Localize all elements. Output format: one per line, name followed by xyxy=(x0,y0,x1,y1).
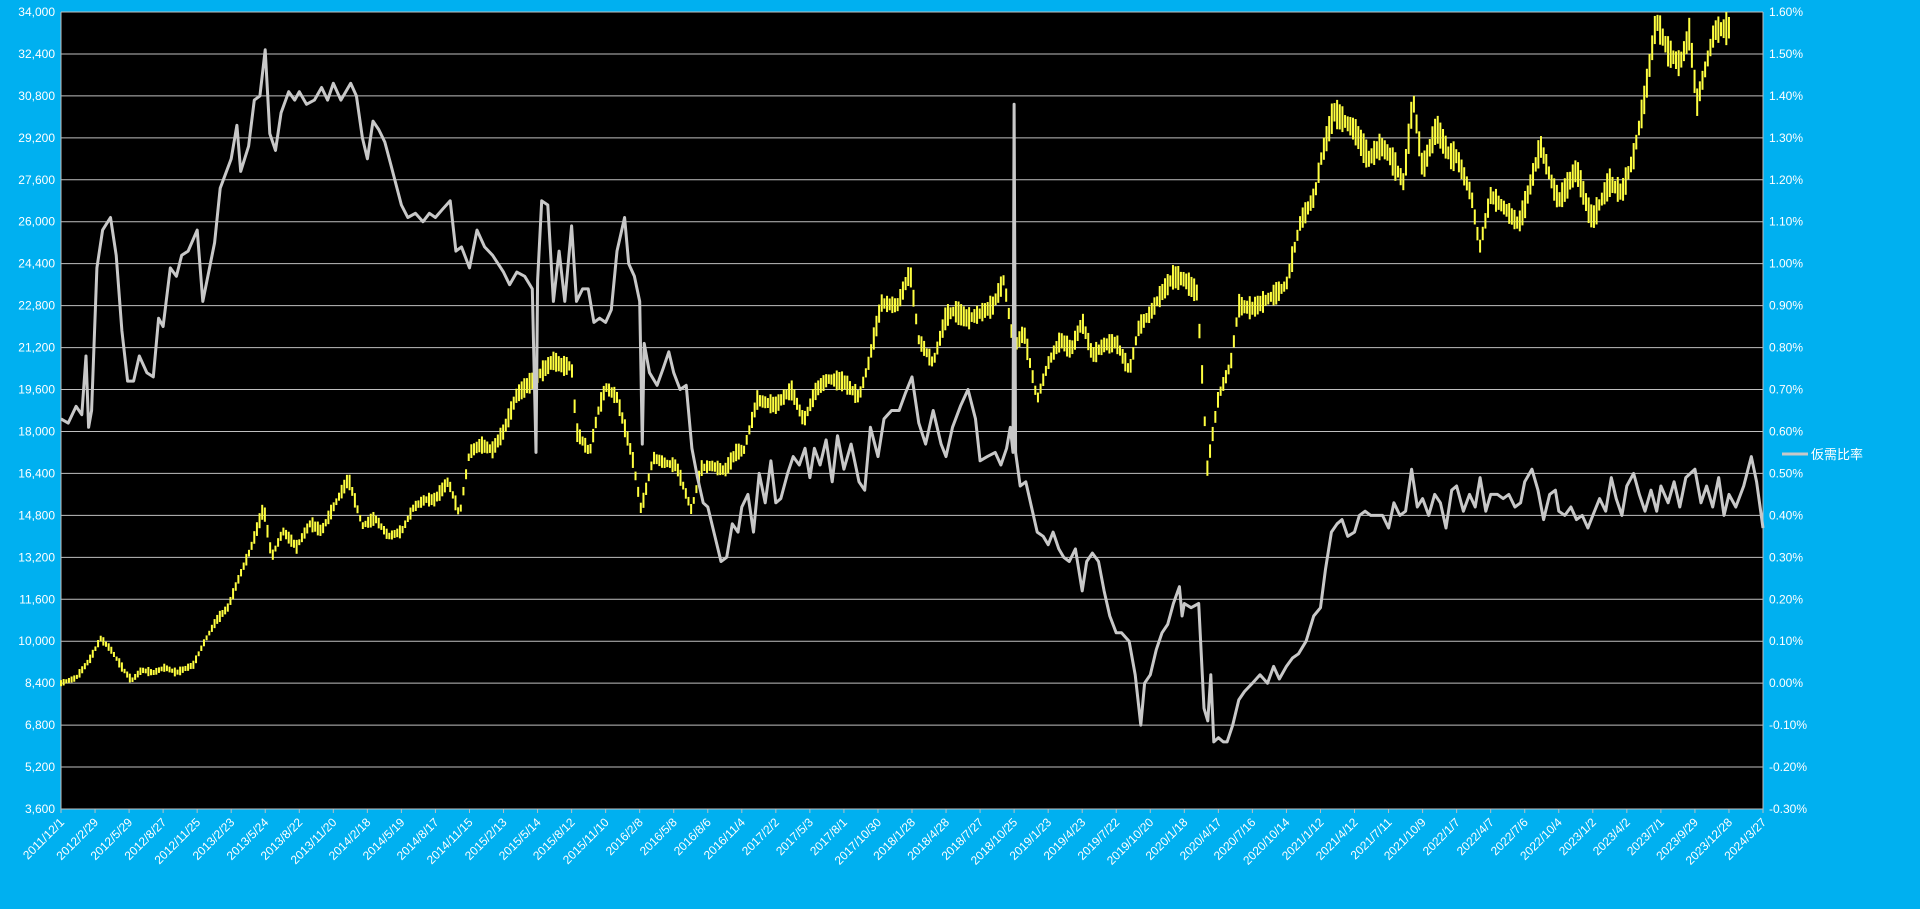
y-right-tick-label: 0.20% xyxy=(1769,592,1803,606)
grid-lines xyxy=(61,11,1763,810)
y-left-tick-label: 32,400 xyxy=(18,47,55,61)
y-left-tick-label: 5,200 xyxy=(25,760,55,774)
y-right-tick-label: 1.40% xyxy=(1769,89,1803,103)
y-right-tick-label: -0.20% xyxy=(1769,760,1807,774)
ratio-line-path xyxy=(60,48,1765,744)
y-left-tick-label: 24,400 xyxy=(18,257,55,271)
y-left-tick-label: 11,600 xyxy=(19,592,55,606)
y-left-tick-label: 30,800 xyxy=(18,89,55,103)
y-left-tick-label: 16,400 xyxy=(18,466,55,480)
y-left-tick-label: 29,200 xyxy=(18,131,55,145)
y-left-tick-label: 6,800 xyxy=(25,718,55,732)
y-right-tick-label: 0.30% xyxy=(1769,550,1803,564)
y-right-tick-label: 0.00% xyxy=(1769,676,1803,690)
y-right-tick-label: 0.10% xyxy=(1769,634,1803,648)
y-right-tick-label: -0.10% xyxy=(1769,718,1807,732)
y-left-tick-label: 10,000 xyxy=(18,634,55,648)
plot-area xyxy=(61,12,1763,809)
y-left-tick-label: 27,600 xyxy=(18,173,55,187)
y-left-tick-label: 26,000 xyxy=(18,215,55,229)
y-right-tick-label: 0.90% xyxy=(1769,299,1803,313)
y-right-tick-label: 1.10% xyxy=(1769,215,1803,229)
y-left-tick-label: 8,400 xyxy=(25,676,55,690)
y-left-tick-label: 34,000 xyxy=(18,5,55,19)
y-left-tick-label: 21,200 xyxy=(18,341,55,355)
y-right-tick-label: -0.30% xyxy=(1769,802,1807,816)
right-axis: 1.60% 1.50% 1.40% 1.30% 1.20% 1.10% 1.00% 0.90%… xyxy=(1762,5,1807,816)
y-left-tick-label: 19,600 xyxy=(18,383,55,397)
y-left-tick-label: 14,800 xyxy=(18,508,55,522)
legend: 仮需比率 xyxy=(1782,447,1863,462)
y-left-tick-label: 3,600 xyxy=(25,802,55,816)
ratio-line xyxy=(60,48,1765,744)
price-candles xyxy=(60,12,1730,687)
y-right-tick-label: 0.70% xyxy=(1769,383,1803,397)
y-right-tick-label: 0.60% xyxy=(1769,424,1803,438)
left-axis: 34,000 32,400 30,800 29,200 27,600 26,000 24,4… xyxy=(18,5,62,816)
y-right-tick-label: 0.80% xyxy=(1769,341,1803,355)
y-right-tick-label: 0.50% xyxy=(1769,466,1803,480)
y-left-tick-label: 13,200 xyxy=(18,550,55,564)
y-right-tick-label: 1.20% xyxy=(1769,173,1803,187)
y-left-tick-label: 18,000 xyxy=(18,424,55,438)
y-left-tick-label: 22,800 xyxy=(18,299,55,313)
x-axis: 2011/12/12012/2/292012/5/292012/8/272012… xyxy=(20,809,1769,868)
y-right-tick-label: 1.30% xyxy=(1769,131,1803,145)
y-right-tick-label: 1.00% xyxy=(1769,257,1803,271)
y-right-tick-label: 0.40% xyxy=(1769,508,1803,522)
y-right-tick-label: 1.60% xyxy=(1769,5,1803,19)
legend-label: 仮需比率 xyxy=(1811,447,1863,462)
y-right-tick-label: 1.50% xyxy=(1769,47,1803,61)
